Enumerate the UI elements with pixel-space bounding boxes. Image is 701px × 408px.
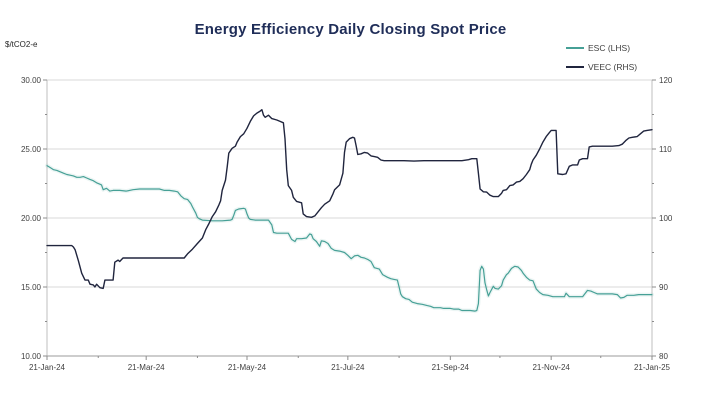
left-axis-tick-label: 15.00 [21, 283, 42, 292]
right-axis-tick-label: 80 [659, 352, 668, 361]
x-axis-tick-label: 21-Mar-24 [128, 363, 165, 372]
esc-line-swatch-icon [566, 46, 584, 49]
x-axis-tick-label: 21-Jan-25 [634, 363, 671, 372]
series-glow [45, 163, 654, 314]
left-axis-tick-label: 20.00 [21, 214, 42, 223]
page-title: Energy Efficiency Daily Closing Spot Pri… [194, 21, 507, 38]
veec-line-swatch-icon [566, 65, 584, 68]
x-axis-tick-label: 21-Jan-24 [29, 363, 66, 372]
legend-label-veec: VEEC (RHS) [588, 61, 638, 72]
right-axis-tick-label: 110 [659, 145, 672, 154]
right-axis-tick-label: 90 [659, 283, 668, 292]
legend-item-esc: ESC (LHS) [566, 38, 696, 57]
x-axis-tick-label: 21-Jul-24 [331, 363, 365, 372]
right-axis-tick-label: 100 [659, 214, 673, 223]
legend-label-esc: ESC (LHS) [588, 42, 631, 53]
legend: ESC (LHS) VEEC (RHS) [566, 38, 696, 76]
legend-item-veec: VEEC (RHS) [566, 57, 696, 76]
x-axis-tick-label: 21-Sep-24 [432, 363, 470, 372]
right-axis-tick-label: 120 [659, 76, 673, 85]
esc-series-line [46, 165, 653, 312]
x-axis-tick-label: 21-May-24 [228, 363, 267, 372]
left-axis-tick-label: 10.00 [21, 352, 42, 361]
left-axis-tick-label: 30.00 [21, 76, 42, 85]
x-axis-tick-label: 21-Nov-24 [532, 363, 570, 372]
veec-series-line [46, 108, 653, 290]
y-axis-unit-label: $/tCO2-e [5, 40, 38, 49]
left-axis-tick-label: 25.00 [21, 145, 42, 154]
